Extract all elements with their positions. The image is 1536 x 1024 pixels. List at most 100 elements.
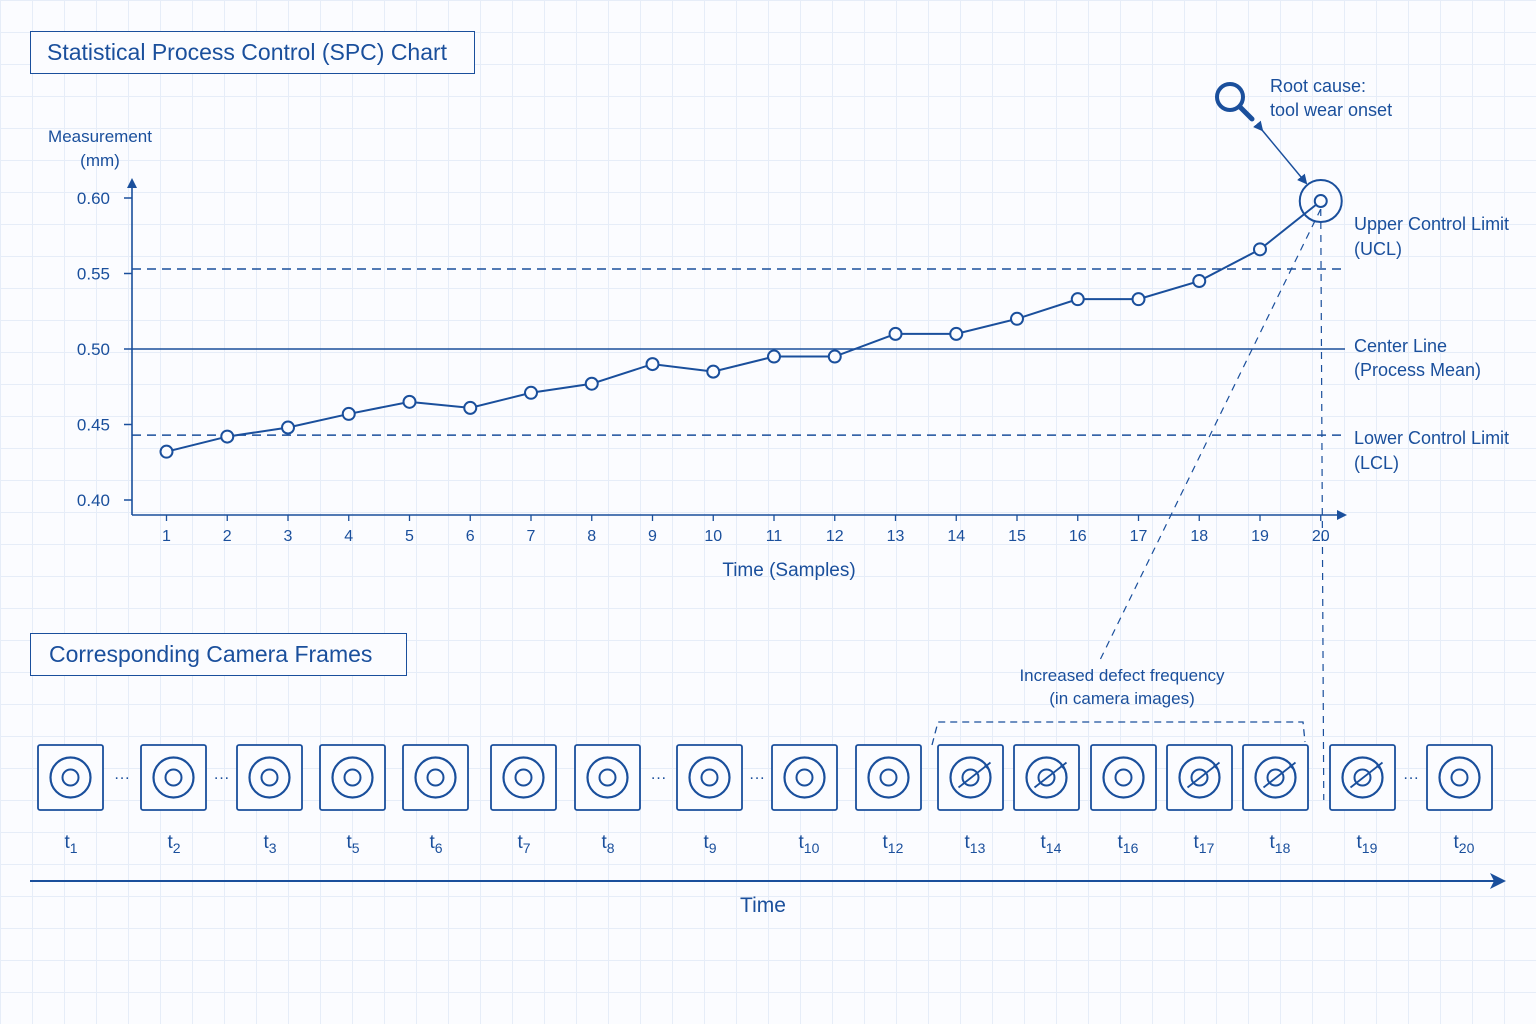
camera-frame: t10 [771,744,838,856]
x-tick-label: 16 [1069,528,1087,545]
frame-border [37,744,104,811]
part-inner-ring [260,768,279,787]
x-tick-label: 5 [405,528,414,545]
defect-scratch-mark [1213,765,1218,770]
part-outer-ring [248,756,291,799]
camera-frame: t17 [1166,744,1233,856]
lcl-label-line-2: (LCL) [1354,453,1399,473]
part-inner-ring [1450,768,1469,787]
part-outer-ring [586,756,629,799]
part-inner-ring [879,768,898,787]
root-cause-label-line-2: tool wear onset [1270,100,1392,120]
part-outer-ring [502,756,545,799]
x-tick-label: 14 [947,528,965,545]
data-point [1253,242,1267,257]
frame-gap-ellipsis: ··· [749,770,765,787]
x-ticks: 1 2 3 4 5 6 7 8 9 10 11 12 13 14 15 16 17 18 19 20 [162,515,1330,545]
frame-time-label: t19 [1357,832,1378,856]
y-tick-label: 0.40 [77,491,110,510]
frame-time-label: t18 [1270,832,1291,856]
y-tick-label: 0.60 [77,189,110,208]
camera-frame: t14 [1013,744,1080,856]
part-outer-ring [152,756,195,799]
part-outer-ring [1025,756,1068,799]
frame-time-label: t20 [1454,832,1475,856]
root-cause-label-line-1: Root cause: [1270,76,1366,96]
frame-time-label: t6 [430,832,443,856]
frame-border [1090,744,1157,811]
part-inner-ring [426,768,445,787]
frame-border [319,744,386,811]
x-tick-label: 6 [466,528,475,545]
frame-time-label: t1 [65,832,78,856]
data-point [888,326,903,341]
y-ticks: 0.60 0.55 0.50 0.45 0.40 [77,189,132,510]
defect-group-bracket [931,721,1306,746]
x-tick-label: 1 [162,528,171,545]
frame-time-label: t16 [1118,832,1139,856]
frame-time-label: t8 [602,832,615,856]
data-point [402,394,417,409]
defect-note-line-1: Increased defect frequency [1019,666,1225,685]
chart-title: Statistical Process Control (SPC) Chart [30,31,475,74]
part-outer-ring [688,756,731,799]
camera-frame: t20 [1426,744,1493,856]
root-cause-arrow [1253,120,1308,185]
x-tick-label: 3 [284,528,293,545]
data-point [524,385,538,400]
camera-frame: t5 [319,744,386,856]
defect-scratch-mark [1060,765,1065,770]
frame-time-label: t9 [704,832,717,856]
part-outer-ring [1438,756,1481,799]
part-outer-ring [331,756,374,799]
data-point [949,326,964,341]
x-tick-label: 20 [1312,528,1330,545]
frame-time-label: t12 [883,832,904,856]
x-tick-label: 8 [587,528,596,545]
defect-scratch-mark [1289,765,1294,770]
part-outer-ring [414,756,457,799]
measurement-points [159,194,1328,459]
x-tick-label: 13 [887,528,905,545]
frame-gap-ellipsis: ··· [651,770,667,787]
data-point [645,357,660,372]
frame-border [236,744,303,811]
part-outer-ring [1254,756,1297,799]
time-axis-label: Time [740,894,786,917]
part-inner-ring [795,768,814,787]
frame-border [402,744,469,811]
connector-line-to-defect-note [1099,208,1322,661]
frame-border [140,744,207,811]
data-point [159,444,174,459]
data-point [220,429,235,444]
data-point [1131,292,1146,307]
part-inner-ring [1266,768,1285,787]
camera-frames: t1 ··· t2 ··· t3 t5 t6 t7 t8 ··· t9 ··· t10 t12 t13 t14… [37,744,1493,856]
camera-frame: t18 [1242,744,1309,856]
x-tick-label: 4 [344,528,353,545]
x-tick-label: 10 [704,528,722,545]
part-inner-ring [598,768,617,787]
x-tick-label: 18 [1190,528,1208,545]
frame-border [855,744,922,811]
frame-time-label: t10 [799,832,820,856]
x-tick-label: 12 [826,528,844,545]
data-point [341,406,356,421]
camera-frame: t13 [937,744,1004,856]
frame-gap-ellipsis: ··· [114,770,130,787]
frame-time-label: t13 [965,832,986,856]
defect-scratch-mark [984,765,989,770]
frame-time-label: t14 [1041,832,1062,856]
camera-frame: t8 [574,744,641,856]
data-point [463,400,478,415]
data-point [584,376,599,391]
frames-section-title: Corresponding Camera Frames [30,633,407,676]
center-label-line-1: Center Line [1354,336,1447,356]
measurement-series-line [166,200,1322,453]
camera-frame: t7 [490,744,557,856]
frame-gap-ellipsis: ··· [214,770,230,787]
part-inner-ring [1190,768,1209,787]
data-point [1192,274,1207,289]
frame-time-label: t5 [347,832,360,856]
part-inner-ring [164,768,183,787]
